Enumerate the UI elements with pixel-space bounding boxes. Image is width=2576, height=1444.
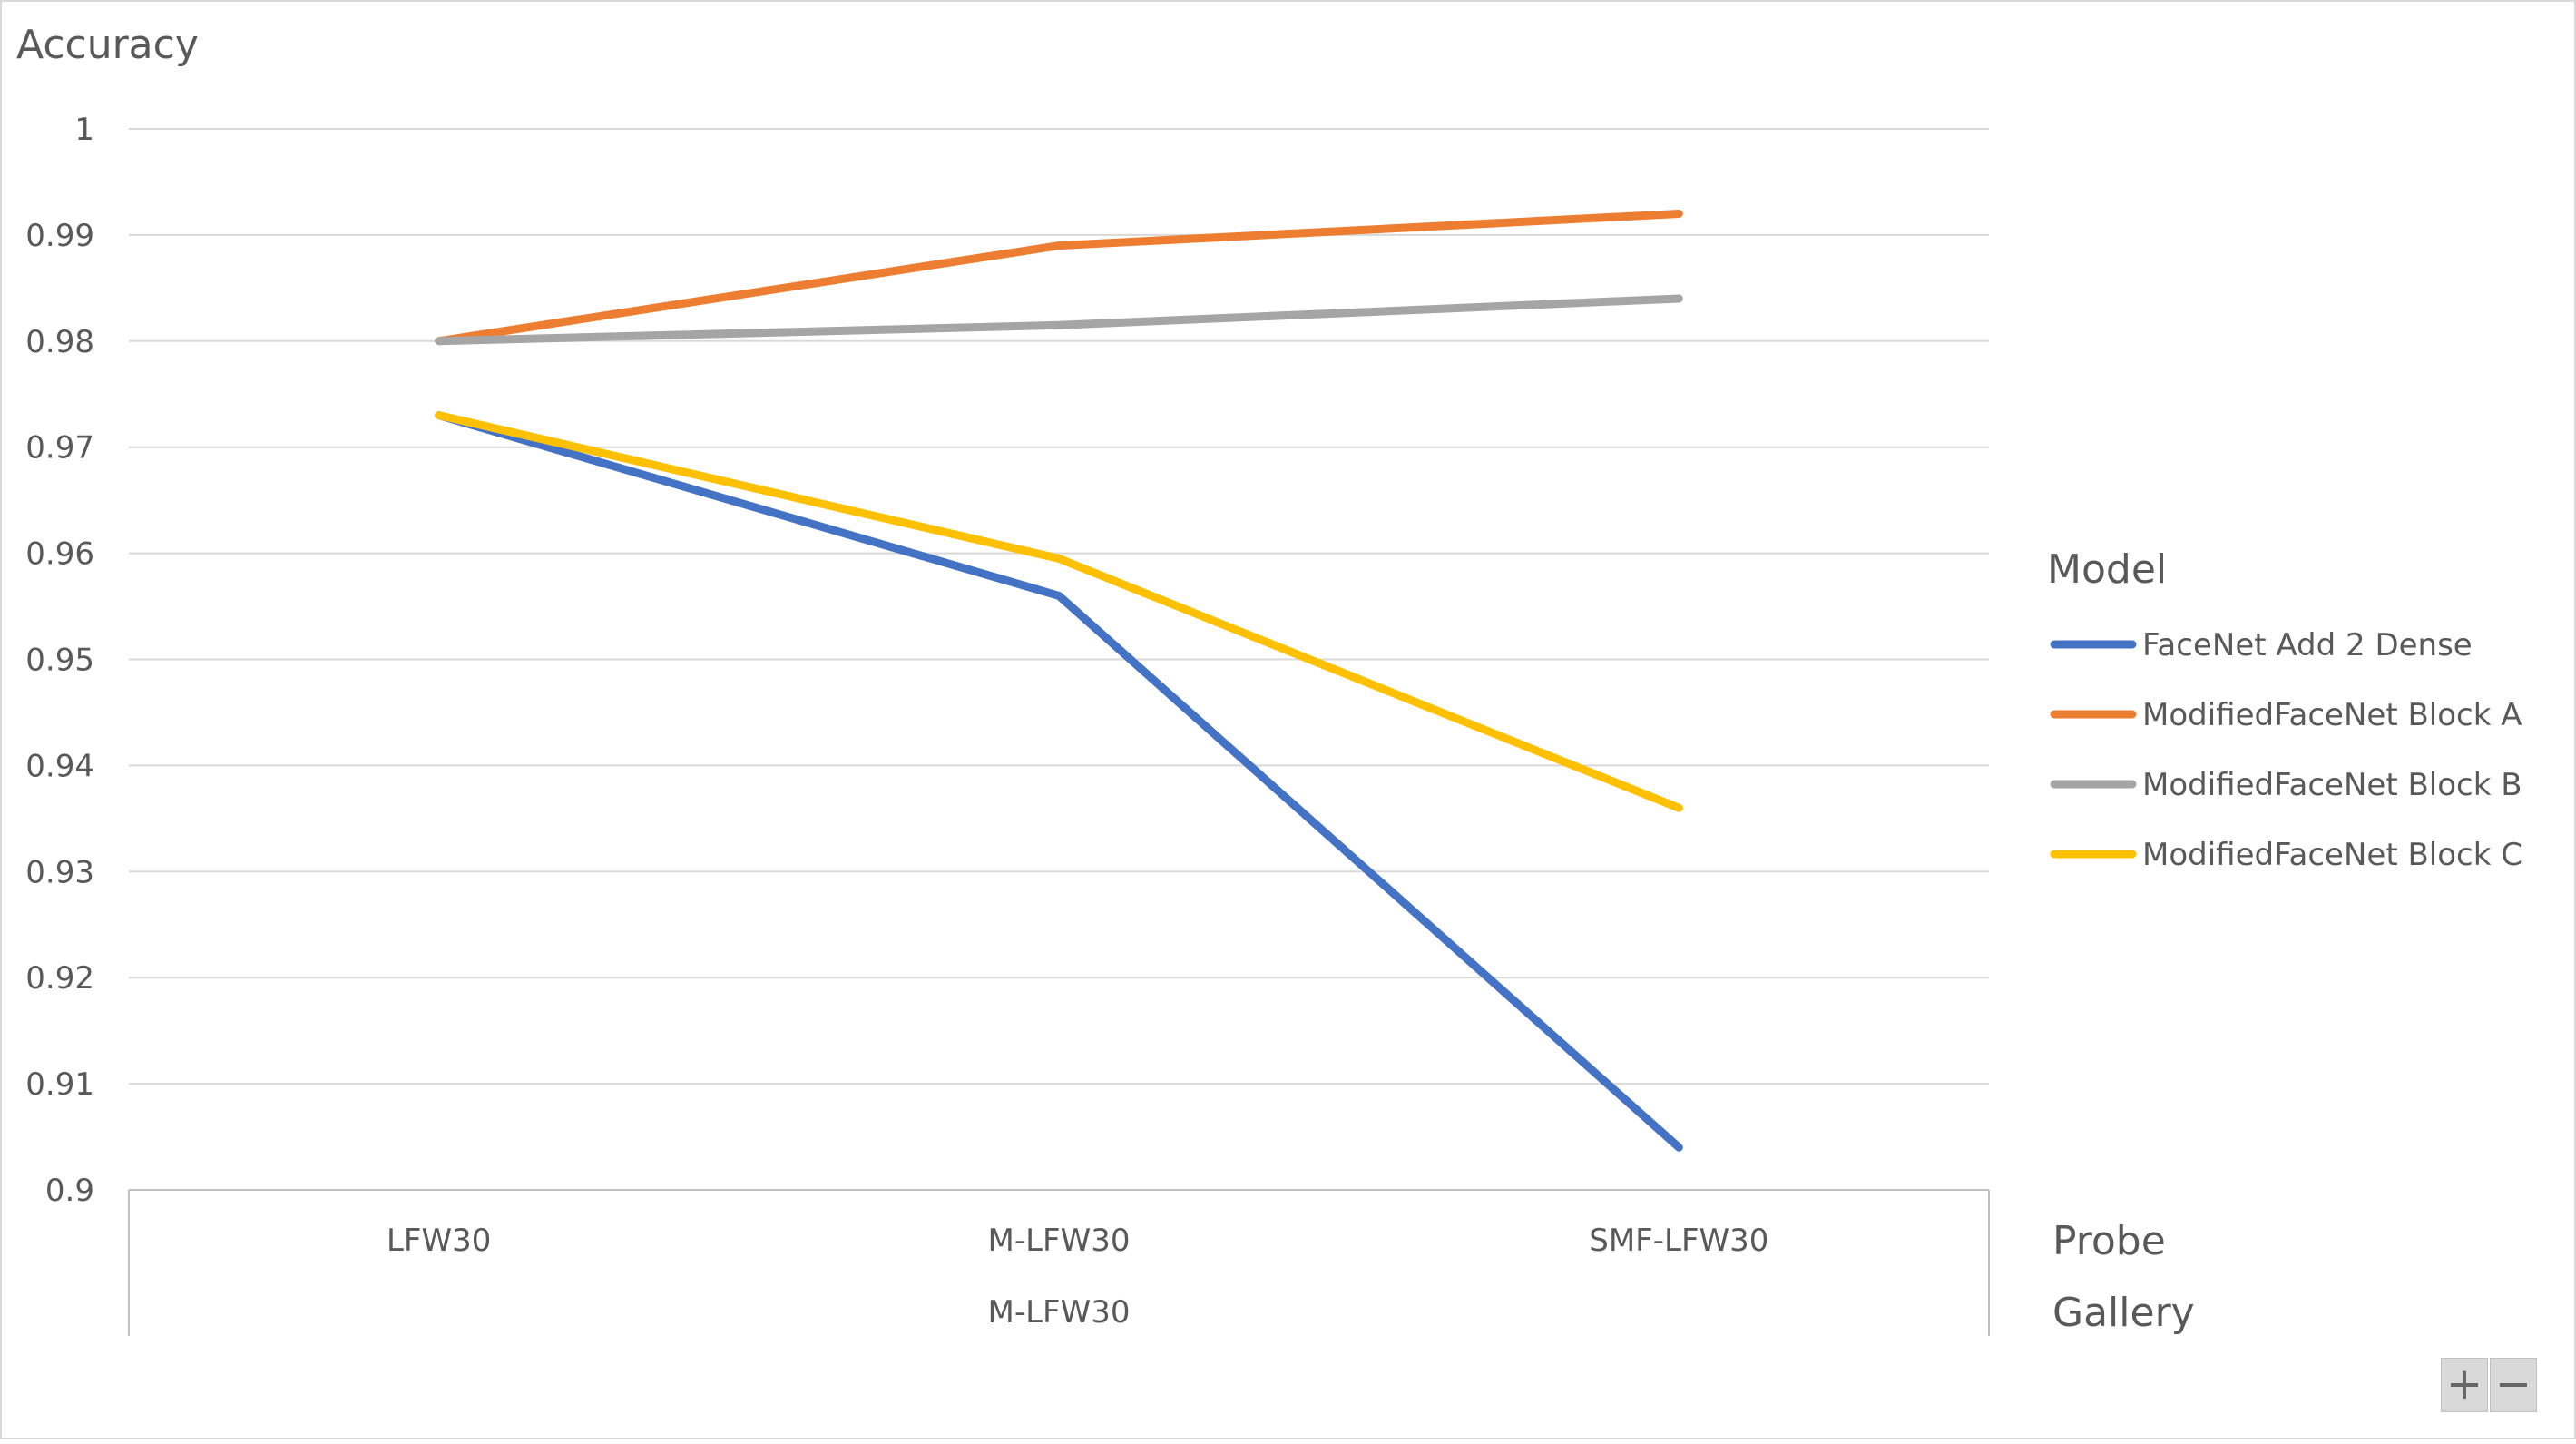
- y-tick-label: 0.95: [25, 643, 94, 679]
- series-line-3[interactable]: [435, 294, 1683, 346]
- x-tick-label: LFW30: [387, 1223, 491, 1259]
- y-tick-label: 0.94: [25, 748, 94, 784]
- series-line-1[interactable]: [435, 411, 1683, 1152]
- y-axis-title: Accuracy: [16, 22, 199, 68]
- y-tick-label: 0.91: [25, 1066, 94, 1103]
- legend-title[interactable]: Model: [2047, 546, 2167, 593]
- y-tick-label: 0.92: [25, 960, 94, 997]
- x-tick-label: SMF-LFW30: [1589, 1223, 1768, 1259]
- x-group-label: M-LFW30: [988, 1294, 1131, 1331]
- gallery-field-label[interactable]: Gallery: [2052, 1290, 2195, 1336]
- zoom-out-button[interactable]: −: [2490, 1358, 2537, 1412]
- y-tick-label: 0.98: [25, 324, 94, 360]
- zoom-in-button[interactable]: +: [2441, 1358, 2488, 1412]
- legend-entry-label[interactable]: ModifiedFaceNet Block B: [2142, 767, 2522, 803]
- legend-entry-label[interactable]: ModifiedFaceNet Block C: [2142, 837, 2522, 873]
- series-line-4[interactable]: [435, 411, 1683, 812]
- y-tick-label: 0.93: [25, 854, 94, 890]
- y-tick-label: 0.96: [25, 536, 94, 573]
- legend-entry-label[interactable]: ModifiedFaceNet Block A: [2142, 697, 2522, 733]
- y-tick-label: 0.99: [25, 218, 94, 254]
- probe-field-label[interactable]: Probe: [2052, 1218, 2166, 1264]
- series-line-2[interactable]: [435, 210, 1683, 346]
- x-tick-label: M-LFW30: [988, 1223, 1131, 1259]
- y-tick-label: 0.97: [25, 430, 94, 467]
- legend-entry-label[interactable]: FaceNet Add 2 Dense: [2142, 627, 2473, 663]
- y-tick-label: 1: [74, 112, 94, 148]
- y-tick-label: 0.9: [45, 1173, 94, 1209]
